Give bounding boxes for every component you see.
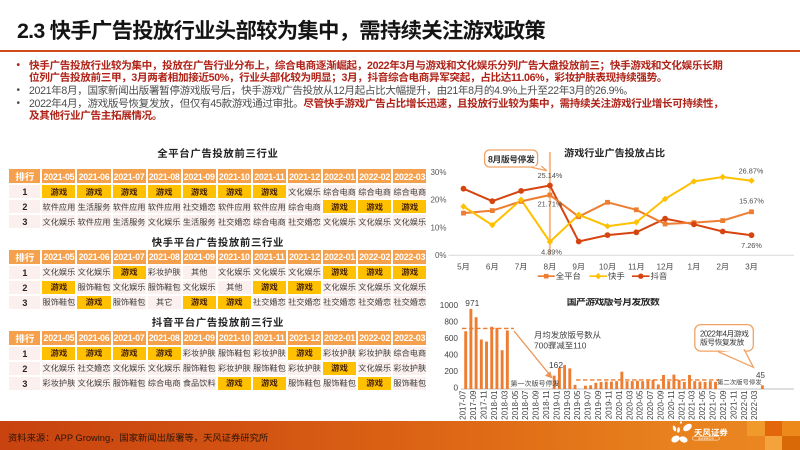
svg-text:2018-09: 2018-09 bbox=[531, 390, 542, 420]
svg-text:10月: 10月 bbox=[599, 261, 616, 273]
svg-text:8月: 8月 bbox=[544, 261, 557, 273]
svg-text:2018-11: 2018-11 bbox=[541, 390, 552, 419]
svg-text:700骤减至110: 700骤减至110 bbox=[534, 340, 587, 352]
svg-text:2021-09: 2021-09 bbox=[718, 390, 729, 420]
svg-text:2022年4月游戏: 2022年4月游戏 bbox=[700, 328, 749, 339]
svg-text:第一次版号停发: 第一次版号停发 bbox=[511, 379, 560, 389]
svg-text:30%: 30% bbox=[430, 167, 446, 178]
svg-text:2022-01: 2022-01 bbox=[739, 390, 750, 420]
svg-text:7月: 7月 bbox=[515, 261, 528, 273]
svg-text:4.89%: 4.89% bbox=[541, 247, 562, 257]
svg-text:800: 800 bbox=[444, 315, 458, 327]
svg-text:2020-03: 2020-03 bbox=[624, 390, 635, 420]
svg-text:2020-07: 2020-07 bbox=[645, 390, 656, 420]
svg-text:2018-07: 2018-07 bbox=[520, 390, 531, 420]
svg-text:6月: 6月 bbox=[486, 261, 499, 273]
svg-text:10%: 10% bbox=[430, 222, 446, 233]
svg-text:2020-09: 2020-09 bbox=[656, 390, 667, 420]
svg-text:2018-03: 2018-03 bbox=[499, 390, 510, 420]
svg-text:1000: 1000 bbox=[440, 299, 459, 311]
svg-text:5月: 5月 bbox=[457, 261, 470, 273]
svg-text:200: 200 bbox=[444, 365, 458, 377]
svg-text:游戏行业广告投放占比: 游戏行业广告投放占比 bbox=[564, 144, 665, 159]
svg-text:21.71%: 21.71% bbox=[538, 200, 563, 210]
svg-text:7.26%: 7.26% bbox=[741, 241, 762, 251]
svg-text:全平台: 全平台 bbox=[556, 270, 581, 282]
svg-text:2017-07: 2017-07 bbox=[458, 390, 469, 420]
svg-text:2017-11: 2017-11 bbox=[479, 390, 490, 419]
svg-text:2021-01: 2021-01 bbox=[676, 390, 687, 420]
svg-text:15.67%: 15.67% bbox=[739, 196, 764, 206]
svg-text:2月: 2月 bbox=[716, 261, 729, 273]
svg-text:11月: 11月 bbox=[628, 261, 645, 273]
svg-text:2019-05: 2019-05 bbox=[572, 390, 583, 420]
svg-text:2019-07: 2019-07 bbox=[583, 390, 594, 420]
svg-text:2018-01: 2018-01 bbox=[489, 390, 500, 420]
svg-text:2020-05: 2020-05 bbox=[635, 390, 646, 420]
svg-text:2020-11: 2020-11 bbox=[666, 390, 677, 419]
svg-text:2021-05: 2021-05 bbox=[697, 390, 708, 420]
svg-text:快手: 快手 bbox=[608, 270, 625, 282]
svg-text:971: 971 bbox=[465, 298, 479, 309]
svg-text:25.14%: 25.14% bbox=[538, 171, 563, 181]
svg-text:月均发放版号数从: 月均发放版号数从 bbox=[534, 329, 602, 341]
svg-text:抖音: 抖音 bbox=[651, 270, 668, 282]
svg-text:2022-03: 2022-03 bbox=[749, 390, 760, 420]
svg-text:国产游戏版号月发放数: 国产游戏版号月发放数 bbox=[567, 298, 660, 308]
svg-text:股份有限公司: 股份有限公司 bbox=[698, 437, 714, 441]
svg-text:600: 600 bbox=[444, 332, 458, 344]
svg-text:1月: 1月 bbox=[688, 261, 701, 273]
svg-text:0%: 0% bbox=[435, 250, 447, 261]
svg-text:12月: 12月 bbox=[656, 261, 673, 273]
svg-text:天风证券: 天风证券 bbox=[694, 426, 728, 438]
svg-text:2017-09: 2017-09 bbox=[468, 390, 479, 420]
svg-text:2019-03: 2019-03 bbox=[562, 390, 573, 420]
svg-text:2021-07: 2021-07 bbox=[708, 390, 719, 420]
svg-text:第二次版号停发: 第二次版号停发 bbox=[717, 378, 762, 387]
svg-text:8月版号停发: 8月版号停发 bbox=[488, 153, 535, 166]
svg-text:45: 45 bbox=[756, 370, 765, 381]
svg-text:26.87%: 26.87% bbox=[739, 167, 764, 177]
svg-text:2019-01: 2019-01 bbox=[551, 390, 562, 420]
svg-text:162: 162 bbox=[549, 359, 563, 371]
svg-text:2021-11: 2021-11 bbox=[728, 390, 739, 419]
svg-text:0: 0 bbox=[453, 381, 458, 393]
svg-text:2019-09: 2019-09 bbox=[593, 390, 604, 420]
svg-text:3月: 3月 bbox=[745, 261, 758, 273]
svg-text:2021-03: 2021-03 bbox=[687, 390, 698, 420]
svg-text:2019-11: 2019-11 bbox=[603, 390, 614, 419]
svg-text:2018-05: 2018-05 bbox=[510, 390, 521, 420]
svg-text:9月: 9月 bbox=[572, 261, 585, 273]
svg-text:版号恢复发放: 版号恢复发放 bbox=[700, 337, 744, 348]
svg-text:20%: 20% bbox=[430, 195, 446, 206]
svg-text:400: 400 bbox=[444, 348, 458, 360]
svg-text:2020-01: 2020-01 bbox=[614, 390, 625, 420]
